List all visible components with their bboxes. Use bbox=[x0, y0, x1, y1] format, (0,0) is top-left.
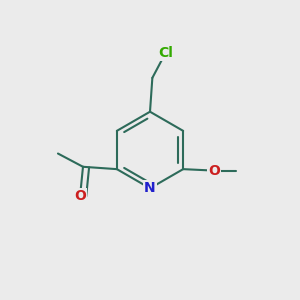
Text: O: O bbox=[74, 189, 86, 203]
Text: N: N bbox=[144, 181, 156, 195]
Text: Cl: Cl bbox=[158, 46, 173, 60]
Text: O: O bbox=[208, 164, 220, 178]
